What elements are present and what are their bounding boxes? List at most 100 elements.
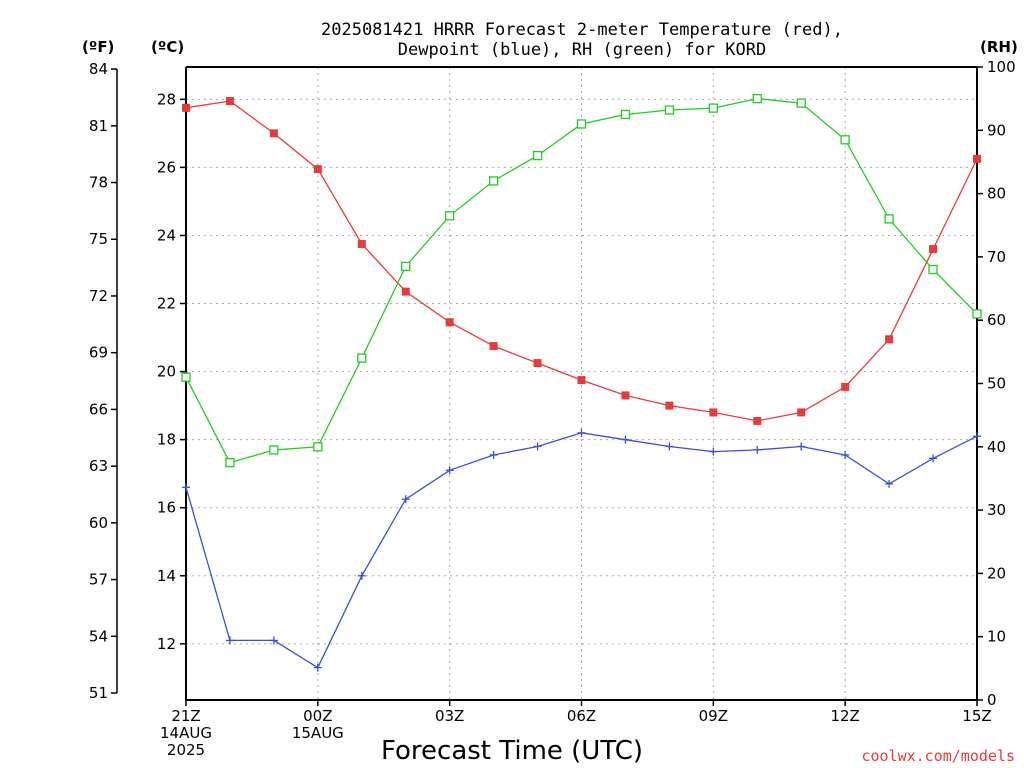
celsius-tick-label: 16: [157, 499, 176, 517]
dewpoint-point: [313, 663, 322, 672]
series-layer: [181, 94, 982, 672]
temperature-point: [357, 239, 366, 248]
celsius-tick-label: 18: [157, 431, 176, 449]
dewpoint-point: [225, 636, 234, 645]
x-tick-label: 12Z: [830, 707, 859, 725]
temperature-point: [577, 376, 586, 385]
temperature-point: [885, 335, 894, 344]
temperature-point: [973, 154, 981, 163]
celsius-unit-label: (ºC): [151, 38, 184, 56]
chart-title-line2: Dewpoint (blue), RH (green) for KORD: [398, 40, 766, 60]
rh-point: [752, 94, 762, 104]
rh-point: [357, 353, 367, 363]
dewpoint-point: [621, 435, 630, 444]
x-tick-label: 06Z: [567, 707, 596, 725]
rh-point: [620, 109, 631, 120]
dewpoint-point: [401, 495, 410, 504]
rh-tick-label: 70: [987, 248, 1006, 266]
x-axis-label: Forecast Time (UTC): [381, 736, 643, 766]
rh-tick-label: 60: [987, 311, 1006, 329]
fahrenheit-tick-label: 66: [89, 400, 108, 418]
x-tick-label: 15AUG: [292, 724, 344, 742]
rh-point: [313, 442, 323, 452]
fahrenheit-tick-label: 75: [89, 230, 108, 248]
rh-point: [708, 103, 718, 113]
x-tick-label: 14AUG: [160, 724, 212, 742]
rh-point: [576, 119, 587, 129]
rh-point: [928, 264, 938, 275]
celsius-tick-label: 12: [157, 635, 176, 653]
rh-point: [181, 372, 191, 382]
celsius-tick-label: 22: [157, 295, 176, 313]
x-tick-label: 15Z: [962, 707, 991, 725]
rh-tick-label: 20: [987, 564, 1006, 582]
temperature-point: [225, 97, 234, 106]
axes: 51 54 57 60 63 66 69 72 75 78 81 84 12 14 16 18 20 22 24 26…: [89, 58, 1016, 759]
temperature-point: [797, 408, 806, 417]
fahrenheit-unit-label: (ºF): [82, 38, 114, 56]
celsius-tick-label: 20: [157, 363, 176, 381]
rh-tick-label: 10: [987, 628, 1006, 646]
dewpoint-point: [929, 454, 938, 463]
fahrenheit-tick-label: 69: [89, 344, 108, 362]
rh-point: [225, 457, 235, 468]
dewpoint-point: [269, 636, 278, 645]
rh-point: [532, 150, 543, 161]
x-tick-label: 2025: [167, 741, 205, 759]
temperature-point: [753, 416, 762, 425]
celsius-tick-label: 28: [157, 90, 176, 108]
temperature-point: [445, 318, 454, 327]
temperature-point: [533, 359, 542, 368]
rh-tick-label: 50: [987, 375, 1006, 393]
rh-point: [840, 135, 850, 145]
dewpoint-point: [577, 428, 586, 437]
rh-tick-label: 100: [987, 58, 1016, 76]
fahrenheit-tick-label: 57: [89, 571, 108, 589]
rh-unit-label: (RH): [980, 38, 1018, 56]
fahrenheit-tick-label: 78: [89, 174, 108, 192]
dewpoint-point: [182, 483, 190, 492]
temperature-point: [621, 391, 630, 400]
rh-point: [401, 261, 411, 272]
temperature-point: [401, 287, 410, 296]
x-tick-label: 21Z: [171, 707, 200, 725]
rh-point: [796, 98, 806, 108]
dewpoint-point: [489, 450, 498, 459]
dewpoint-point: [841, 450, 850, 459]
rh-tick-label: 40: [987, 438, 1006, 456]
dewpoint-point: [445, 466, 454, 475]
celsius-tick-label: 24: [157, 226, 176, 244]
source-credit: coolwx.com/models: [861, 747, 1015, 765]
fahrenheit-tick-label: 81: [89, 117, 108, 135]
fahrenheit-tick-label: 63: [89, 457, 108, 475]
dewpoint-point: [665, 442, 674, 451]
rh-point: [488, 176, 499, 186]
fahrenheit-tick-label: 84: [89, 60, 108, 78]
celsius-tick-label: 26: [157, 158, 176, 176]
dewpoint-point: [357, 571, 366, 580]
fahrenheit-tick-label: 51: [89, 684, 108, 702]
temperature-point: [269, 129, 278, 138]
celsius-tick-label: 14: [157, 567, 176, 585]
temperature-point: [929, 245, 938, 254]
rh-tick-label: 30: [987, 501, 1006, 519]
x-tick-label: 03Z: [435, 707, 464, 725]
rh-point: [972, 309, 982, 319]
temperature-point: [709, 408, 718, 417]
dewpoint-point: [885, 479, 894, 488]
dewpoint-point: [709, 447, 718, 456]
dewpoint-point: [753, 445, 762, 454]
fahrenheit-tick-label: 60: [89, 514, 108, 532]
rh-point: [884, 214, 894, 224]
rh-tick-label: 90: [987, 121, 1006, 139]
chart-title-line1: 2025081421 HRRR Forecast 2-meter Tempera…: [321, 20, 843, 40]
dewpoint-point: [797, 442, 806, 451]
rh-tick-label: 0: [987, 691, 997, 709]
rh-point: [664, 105, 675, 115]
rh-point: [269, 445, 279, 455]
rh-series-line: [185, 97, 978, 464]
rh-tick-label: 80: [987, 185, 1006, 203]
x-tick-label: 00Z: [303, 707, 332, 725]
dewpoint-point: [533, 442, 542, 451]
